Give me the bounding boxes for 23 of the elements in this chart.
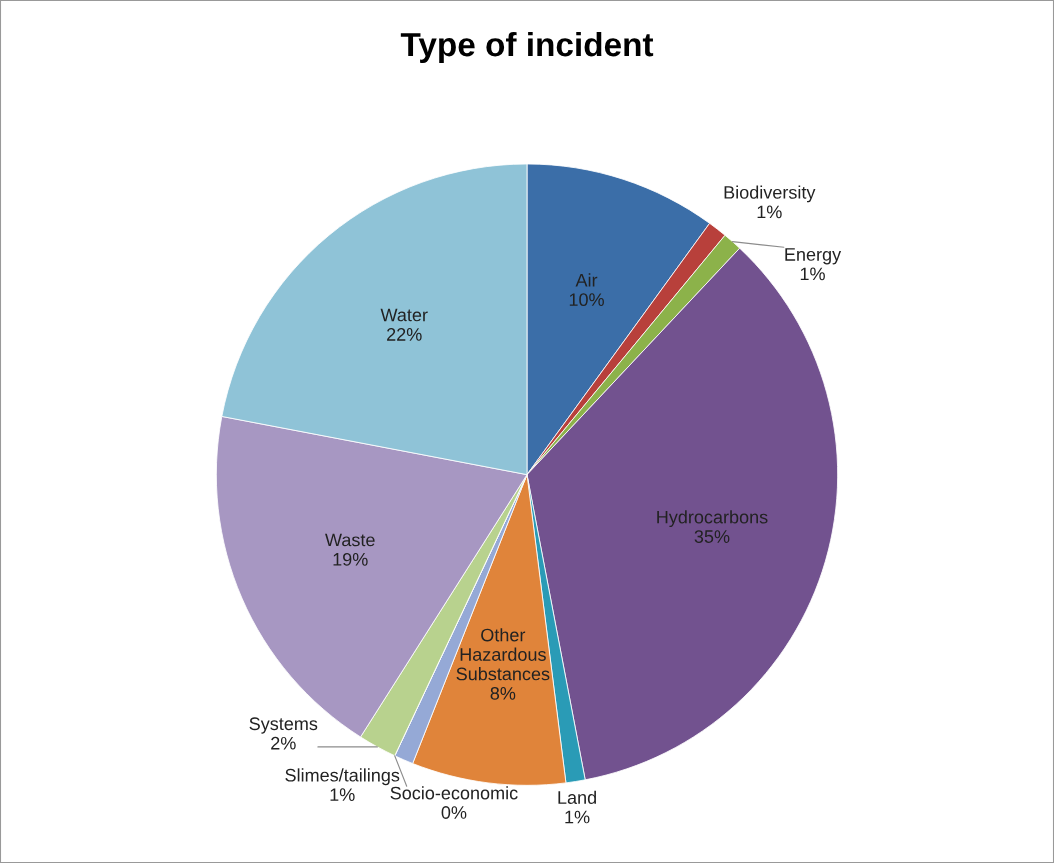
category-label: Socio-economic bbox=[390, 786, 518, 800]
slice-label: Biodiversity bbox=[724, 185, 816, 203]
slice-label: Air bbox=[575, 273, 598, 287]
data-label: 35% bbox=[694, 530, 730, 543]
data-label: 8% bbox=[490, 686, 516, 700]
data-label: 19% bbox=[333, 552, 368, 566]
slice-label: Systems bbox=[249, 717, 318, 734]
text: 0% bbox=[441, 806, 467, 819]
chart-title: Type of incident bbox=[400, 31, 654, 63]
slice-label: Water bbox=[380, 308, 428, 322]
data-label: 2% bbox=[271, 736, 296, 750]
slice-label: Waste bbox=[325, 533, 375, 547]
data-label: 10% bbox=[569, 293, 604, 307]
slice-label: Energy bbox=[785, 248, 842, 265]
slice-label: Other Hazardous Substances bbox=[456, 628, 550, 681]
data-label: 22% bbox=[387, 328, 422, 341]
slice-label: Land bbox=[558, 790, 596, 804]
data-label: 1% bbox=[565, 810, 590, 824]
data-label: 1% bbox=[800, 267, 825, 281]
data-label: 1% bbox=[330, 788, 355, 801]
data-label: 1% bbox=[757, 205, 782, 219]
slice-label: Hydrocarbons bbox=[657, 510, 768, 528]
slice-label: Slimes/tailings bbox=[285, 768, 400, 786]
